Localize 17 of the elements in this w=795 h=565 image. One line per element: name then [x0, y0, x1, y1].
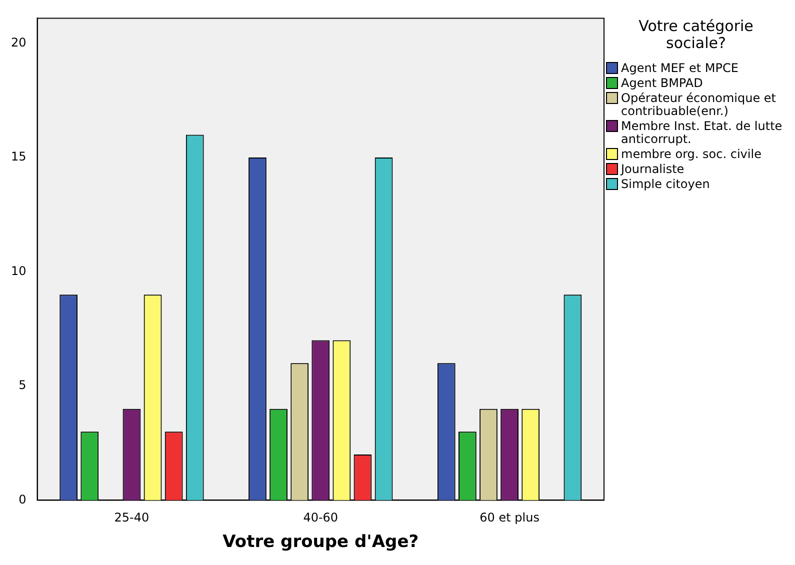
legend-label: Opérateur économique et contribuable(enr.) — [621, 91, 777, 118]
x-tick-label: 25-40 — [114, 510, 150, 525]
y-tick-label: 5 — [18, 378, 26, 392]
legend-label: Simple citoyen — [621, 177, 710, 191]
legend-title: Votre catégorie sociale? — [638, 17, 754, 52]
legend-label: membre org. soc. civile — [621, 147, 762, 161]
y-tick-label: 20 — [10, 35, 26, 50]
x-tick-label: 60 et plus — [480, 510, 540, 525]
x-tick-label: 40-60 — [303, 510, 338, 525]
legend-label: Agent BMPAD — [621, 76, 703, 90]
legend-label: Agent MEF et MPCE — [621, 61, 738, 75]
legend-label: Journaliste — [621, 162, 684, 176]
y-tick-label: 0 — [18, 492, 26, 506]
y-tick-label: 10 — [10, 264, 26, 278]
x-axis-title: Votre groupe d'Age? — [222, 532, 419, 552]
y-tick-label: 15 — [10, 150, 26, 164]
legend-label: Membre Inst. Etat. de lutte anticorrupt. — [621, 119, 784, 146]
